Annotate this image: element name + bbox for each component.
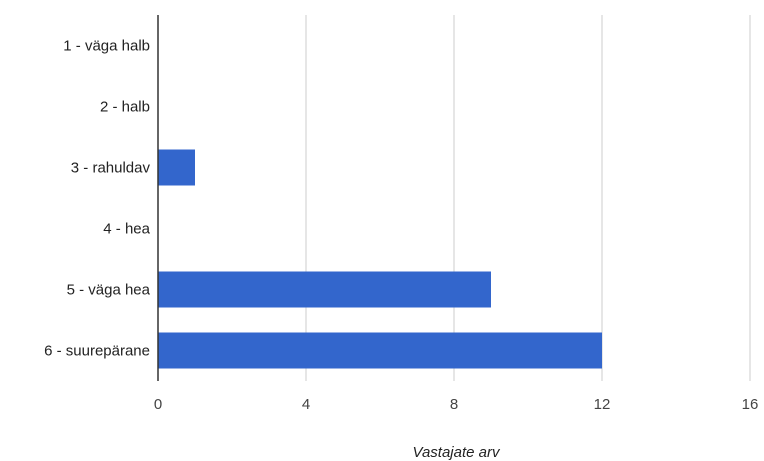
x-tick-label: 8 (450, 396, 458, 413)
category-label: 4 - hea (103, 221, 150, 238)
x-tick-label: 12 (594, 396, 611, 413)
bar (158, 271, 491, 308)
x-tick-label: 4 (302, 396, 310, 413)
bar (158, 149, 195, 186)
category-label: 2 - halb (100, 99, 150, 116)
x-tick-labels: 0 4 8 12 16 (154, 396, 759, 413)
x-axis-title: Vastajate arv (413, 444, 501, 461)
category-label: 6 - suurepärane (44, 343, 150, 360)
category-label: 3 - rahuldav (71, 160, 151, 177)
x-tick-label: 16 (742, 396, 759, 413)
bars (158, 149, 602, 369)
category-label: 5 - väga hea (67, 282, 151, 299)
category-label: 1 - väga halb (63, 38, 150, 55)
grid-lines (305, 15, 751, 381)
x-tick-label: 0 (154, 396, 162, 413)
bar (158, 332, 602, 369)
category-labels: 1 - väga halb 2 - halb 3 - rahuldav 4 - hea… (44, 38, 151, 360)
